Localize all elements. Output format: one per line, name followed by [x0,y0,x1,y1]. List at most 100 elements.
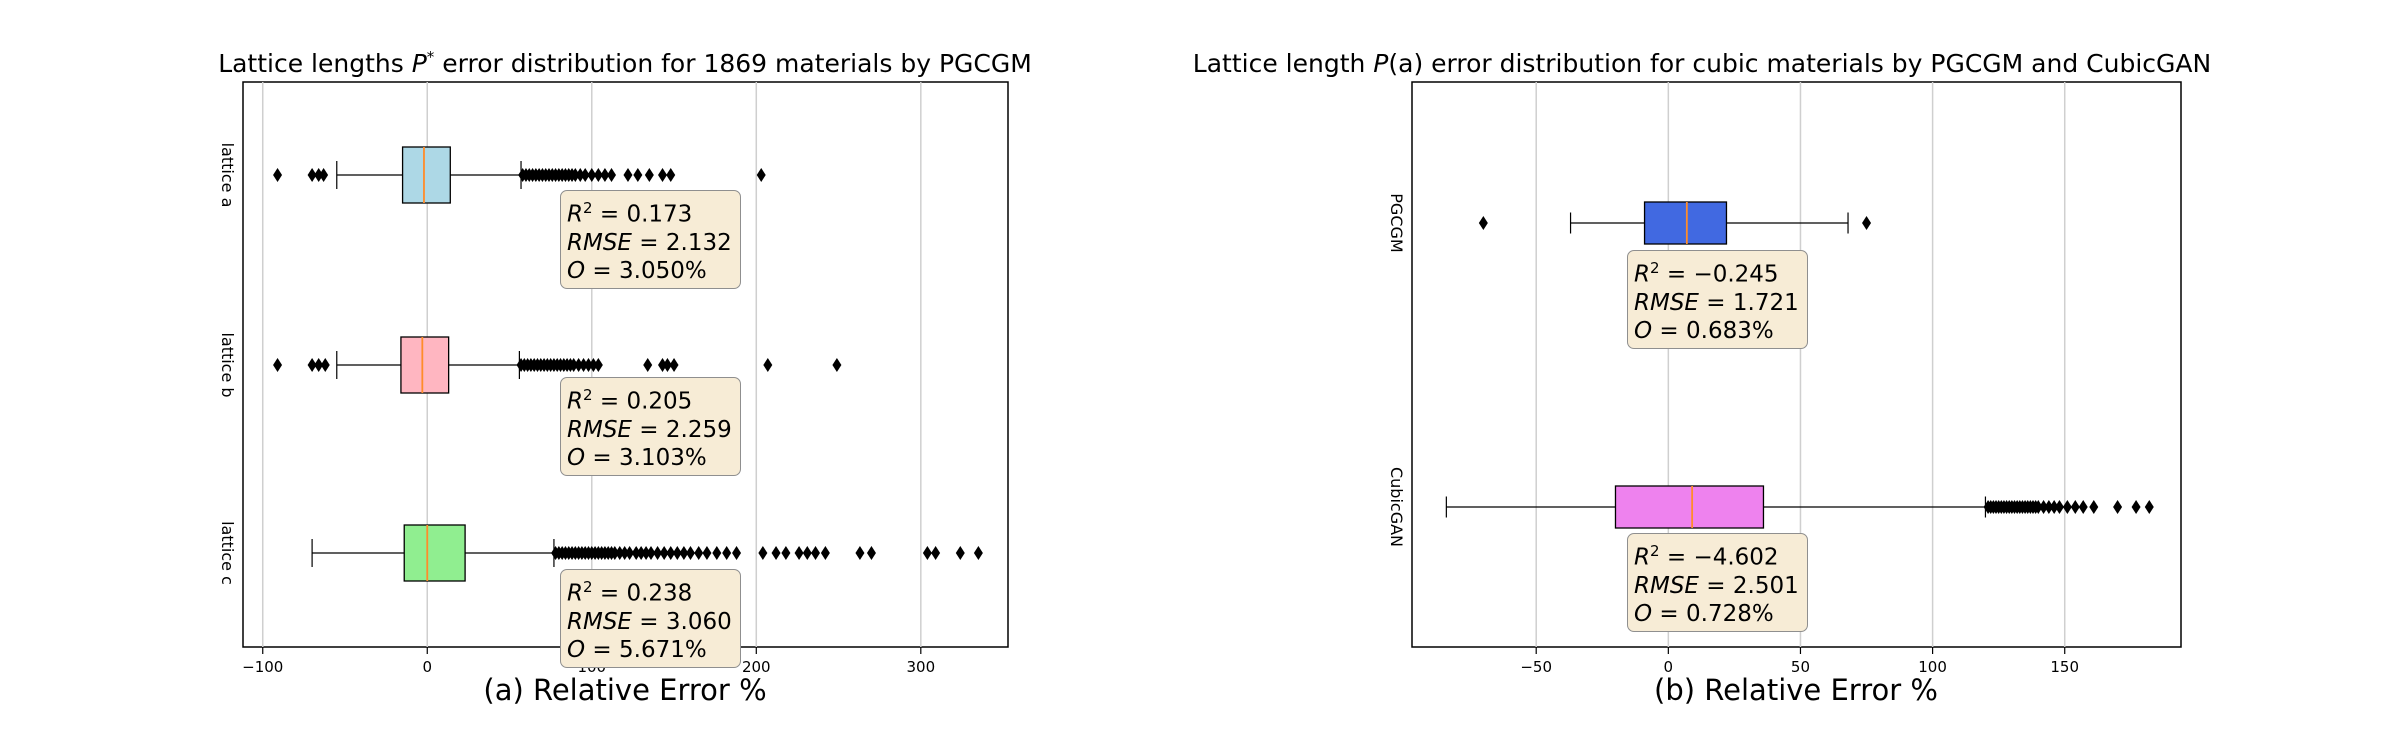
panel-b-title: Lattice length P(a) error distribution f… [1193,49,2211,78]
stat-o-value: 0.728% [1686,600,1774,627]
outlier-point [2054,500,2064,514]
stat-rmse-value: 2.259 [665,416,732,443]
panel-a-title: Lattice lengths P* error distribution fo… [218,48,1032,78]
outlier-point [641,546,651,560]
stat-r2: R2 = 0.205 [567,386,693,415]
stat-r2-value: 0.173 [626,201,693,228]
outlier-point [758,546,768,560]
stat-rmse-value: 2.132 [665,229,732,256]
stat-rmse-value: 2.501 [1732,572,1799,599]
outlier-point [600,168,610,182]
outlier-point [320,358,330,372]
outlier-point [931,546,941,560]
iqr-box [403,524,466,582]
iqr-box [401,146,451,204]
stat-o: O = 0.683% [1634,317,1774,344]
category-label: lattice a [218,143,237,208]
outlier-point [2062,500,2072,514]
category-label: CubicGAN [1387,467,1406,547]
outlier-point [1478,216,1488,230]
outlier-point [659,546,669,560]
outlier-point [636,546,646,560]
outlier-point [583,358,593,372]
stats-box-lattice-b: R2 = 0.205 RMSE = 2.259 O = 3.103% [560,377,741,476]
panel-a-category-labels: lattice a lattice b lattice c [218,143,237,585]
outlier-point [620,546,630,560]
outlier-point [662,358,672,372]
category-label: lattice c [218,521,237,585]
x-tick-label: 0 [1664,658,1674,676]
stat-rmse: RMSE = 2.501 [1634,572,1799,599]
stat-o-value: 3.103% [619,444,707,471]
outlier-point [587,168,597,182]
outlier-point [570,168,580,182]
outlier-point [732,546,742,560]
outlier-point [610,546,620,560]
stat-rmse: RMSE = 1.721 [1634,289,1799,316]
outlier-point [679,546,689,560]
outlier-point [855,546,865,560]
outlier-point [702,546,712,560]
outlier-point [973,546,983,560]
stat-r2-value: 0.238 [626,580,693,607]
box-lattice-c [311,524,983,582]
outlier-point [574,358,584,372]
outlier-point [756,168,766,182]
stat-o-value: 0.683% [1686,317,1774,344]
x-tick-label: 300 [906,658,935,676]
panel-b-gridlines [1535,82,2066,647]
stat-o: O = 5.671% [567,636,707,663]
panel-b-x-axis-label: (b) Relative Error % [1654,673,1938,707]
x-tick-label: 200 [742,658,771,676]
outlier-point [666,546,676,560]
panel-a: Lattice lengths P* error distribution fo… [218,48,1032,707]
stats-box-lattice-c: R2 = 0.238 RMSE = 3.060 O = 5.671% [560,569,741,668]
box-cubicgan [1445,485,2154,529]
outlier-point [607,168,617,182]
panel-b: Lattice length P(a) error distribution f… [1193,49,2211,707]
iqr-box [1643,201,1728,245]
outlier-point [669,358,679,372]
outlier-point [694,546,704,560]
outlier-point [579,358,589,372]
panel-b-category-labels: PGCGM CubicGAN [1387,193,1406,547]
x-tick-label: 0 [422,658,432,676]
stat-r2: R2 = 0.238 [567,578,693,607]
outlier-point [922,546,932,560]
x-tick-label: 100 [1918,658,1947,676]
outlier-point [646,546,656,560]
outlier-point [794,546,804,560]
outlier-point [1862,216,1872,230]
outlier-point [2131,500,2141,514]
outlier-point [273,168,283,182]
category-label: PGCGM [1387,193,1406,252]
outlier-point [631,546,641,560]
iqr-box [400,336,450,394]
x-tick-label: 50 [1791,658,1810,676]
box-lattice-a [273,146,766,204]
outlier-point [658,358,668,372]
outlier-point [672,546,682,560]
outlier-point [2144,500,2154,514]
outlier-point [771,546,781,560]
stats-box-lattice-a: R2 = 0.173 RMSE = 2.132 O = 3.050% [560,190,741,289]
stat-rmse: RMSE = 2.132 [567,229,732,256]
outlier-point [2070,500,2080,514]
outlier-point [643,358,653,372]
category-label: lattice b [218,332,237,397]
stat-r2-value: 0.205 [626,388,693,415]
stat-o: O = 0.728% [1634,600,1774,627]
outlier-point [2039,500,2049,514]
outlier-point [633,168,643,182]
stat-r2-value: −4.602 [1693,544,1779,571]
stat-r2-value: −0.245 [1693,261,1779,288]
outlier-point [2044,500,2054,514]
outlier-point [2049,500,2059,514]
outlier-point [623,168,633,182]
outlier-point [2078,500,2088,514]
outlier-point [307,358,317,372]
outlier-point [307,168,317,182]
stat-rmse-value: 3.060 [665,608,732,635]
outlier-point [575,168,585,182]
